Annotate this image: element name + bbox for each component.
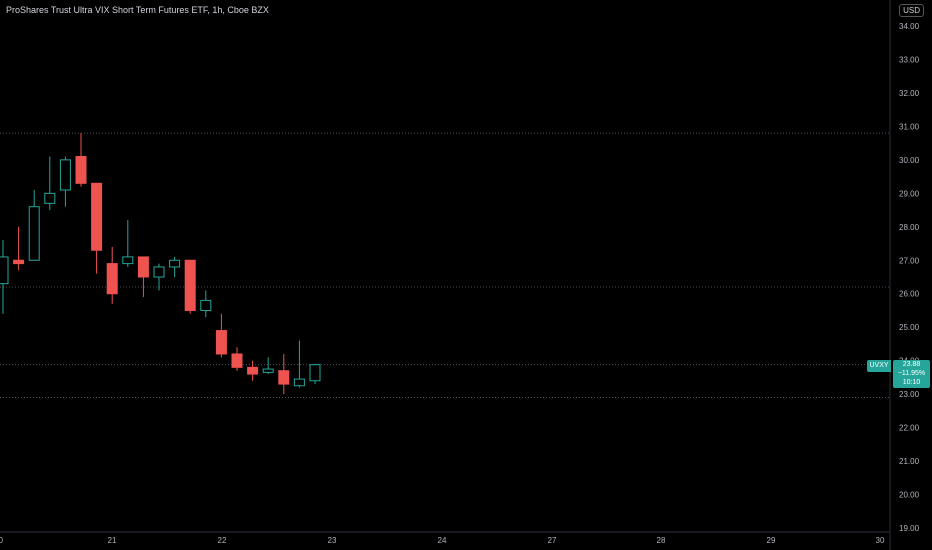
- horizontal-levels: [0, 132, 890, 398]
- candle-body: [200, 299, 212, 311]
- time-tick-label: 24: [438, 536, 447, 545]
- price-tick-label: 34.00: [899, 22, 920, 31]
- last-price-countdown: 10:10: [902, 379, 921, 386]
- time-tick-label: 20: [0, 536, 4, 545]
- candle-body: [215, 330, 227, 355]
- price-tick-label: 33.00: [899, 55, 920, 64]
- time-tick-label: 28: [657, 536, 666, 545]
- currency-badge[interactable]: USD: [899, 4, 924, 17]
- last-price-badge: UVXY 23.88 −11.95% 10:10: [867, 360, 930, 388]
- price-tick-label: 19.00: [899, 524, 920, 533]
- candles: [0, 133, 321, 395]
- candle-body: [309, 364, 321, 382]
- candle-body: [122, 256, 134, 265]
- price-axis[interactable]: 34.00 33.00 32.00 31.00 30.00 29.00 28.00 27.00…: [899, 22, 920, 533]
- time-tick-label: 23: [328, 536, 337, 545]
- candle-body: [91, 182, 103, 251]
- candle-body: [44, 192, 56, 204]
- candle-body: [13, 259, 25, 265]
- price-tick-label: 29.00: [899, 189, 920, 198]
- chart-title: ProShares Trust Ultra VIX Short Term Fut…: [6, 5, 269, 15]
- price-tick-label: 31.00: [899, 122, 920, 131]
- price-tick-label: 25.00: [899, 323, 920, 332]
- candle-body: [262, 368, 274, 373]
- time-tick-label: 29: [767, 536, 776, 545]
- candle-body: [169, 259, 181, 268]
- candle-body: [0, 256, 9, 285]
- candle-body: [278, 370, 290, 385]
- candle-body: [153, 266, 165, 278]
- candle-body: [137, 256, 149, 278]
- time-tick-label: 21: [108, 536, 117, 545]
- candle-body: [59, 159, 71, 191]
- candle-body: [231, 353, 243, 368]
- time-axis[interactable]: 20 21 22 23 24 27 28 29 30: [0, 536, 885, 545]
- candle-body: [75, 156, 87, 184]
- price-tick-label: 32.00: [899, 89, 920, 98]
- price-tick-label: 28.00: [899, 223, 920, 232]
- candle-body: [106, 263, 118, 295]
- time-tick-label: 27: [548, 536, 557, 545]
- last-price-change: −11.95%: [897, 370, 926, 377]
- last-price-symbol: UVXY: [867, 360, 891, 372]
- last-price-value: 23.88: [902, 361, 921, 368]
- time-tick-label: 22: [218, 536, 227, 545]
- candle-body: [28, 206, 40, 261]
- price-tick-label: 30.00: [899, 156, 920, 165]
- price-tick-label: 22.00: [899, 424, 920, 433]
- price-tick-label: 23.00: [899, 390, 920, 399]
- price-tick-label: 26.00: [899, 290, 920, 299]
- candle-body: [293, 378, 305, 387]
- price-tick-label: 21.00: [899, 457, 920, 466]
- last-price-box: 23.88 −11.95% 10:10: [893, 360, 930, 388]
- price-tick-label: 27.00: [899, 256, 920, 265]
- candle-body: [184, 259, 196, 311]
- price-tick-label: 20.00: [899, 491, 920, 500]
- candle-body: [247, 366, 259, 375]
- time-tick-label: 30: [876, 536, 885, 545]
